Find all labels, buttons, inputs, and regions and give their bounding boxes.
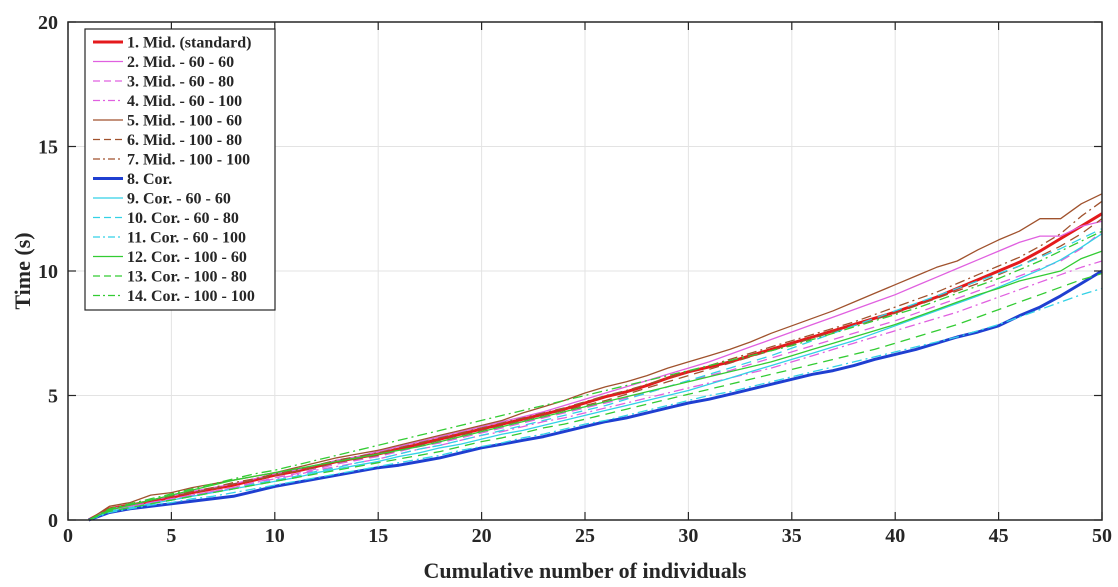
x-tick-label: 5: [166, 525, 176, 547]
legend: 1. Mid. (standard) 2. Mid. - 60 - 60 3. Mi…: [84, 28, 276, 311]
x-tick-label: 20: [472, 525, 492, 547]
series-line-10: [88, 228, 1103, 521]
legend-label: 1. Mid. (standard): [127, 35, 251, 52]
series-line-6: [88, 218, 1103, 521]
series-lines: [87, 193, 1103, 522]
legend-label: 13. Cor. - 100 - 80: [127, 269, 247, 286]
legend-box: [84, 28, 276, 311]
series-line-7: [88, 200, 1103, 521]
x-tick-label: 10: [265, 525, 285, 547]
x-tick-label: 50: [1092, 525, 1112, 547]
legend-label: 14. Cor. - 100 - 100: [127, 288, 255, 305]
series-line-4: [88, 260, 1103, 521]
legend-label: 3. Mid. - 60 - 80: [127, 74, 234, 91]
x-tick-label: 40: [885, 525, 905, 547]
y-axis-label: Time (s): [10, 232, 35, 309]
x-tick-label: 15: [368, 525, 388, 547]
x-tick-label: 35: [782, 525, 802, 547]
x-tick-label: 0: [63, 525, 73, 547]
y-tick-label: 0: [48, 510, 58, 532]
legend-label: 8. Cor.: [127, 171, 172, 188]
legend-label: 5. Mid. - 100 - 60: [127, 113, 242, 130]
legend-label: 7. Mid. - 100 - 100: [127, 152, 250, 169]
series-line-14: [88, 230, 1103, 521]
y-tick-label: 10: [38, 261, 58, 283]
legend-label: 9. Cor. - 60 - 60: [127, 191, 231, 208]
legend-label: 11. Cor. - 60 - 100: [127, 230, 246, 247]
series-line-11: [88, 287, 1103, 521]
legend-label: 6. Mid. - 100 - 80: [127, 132, 242, 149]
series-line-9: [88, 233, 1103, 521]
series-line-1: [87, 212, 1103, 522]
y-tick-label: 20: [38, 12, 58, 34]
legend-label: 12. Cor. - 100 - 60: [127, 249, 247, 266]
ticks: 0 5 10 15 20 25 30 35 40 45 50 0 5 10 15 20: [38, 12, 1112, 547]
series-line-12: [88, 250, 1103, 521]
series-line-3: [88, 230, 1103, 521]
series-line-13: [88, 272, 1103, 521]
x-tick-label: 30: [678, 525, 698, 547]
y-tick-label: 5: [48, 386, 58, 408]
y-tick-label: 15: [38, 137, 58, 159]
series-line-8: [88, 269, 1103, 522]
legend-label: 10. Cor. - 60 - 80: [127, 210, 239, 227]
legend-label: 4. Mid. - 60 - 100: [127, 93, 242, 110]
x-tick-label: 25: [575, 525, 595, 547]
x-axis-label: Cumulative number of individuals: [424, 558, 747, 582]
legend-label: 2. Mid. - 60 - 60: [127, 54, 234, 71]
x-tick-label: 45: [989, 525, 1009, 547]
